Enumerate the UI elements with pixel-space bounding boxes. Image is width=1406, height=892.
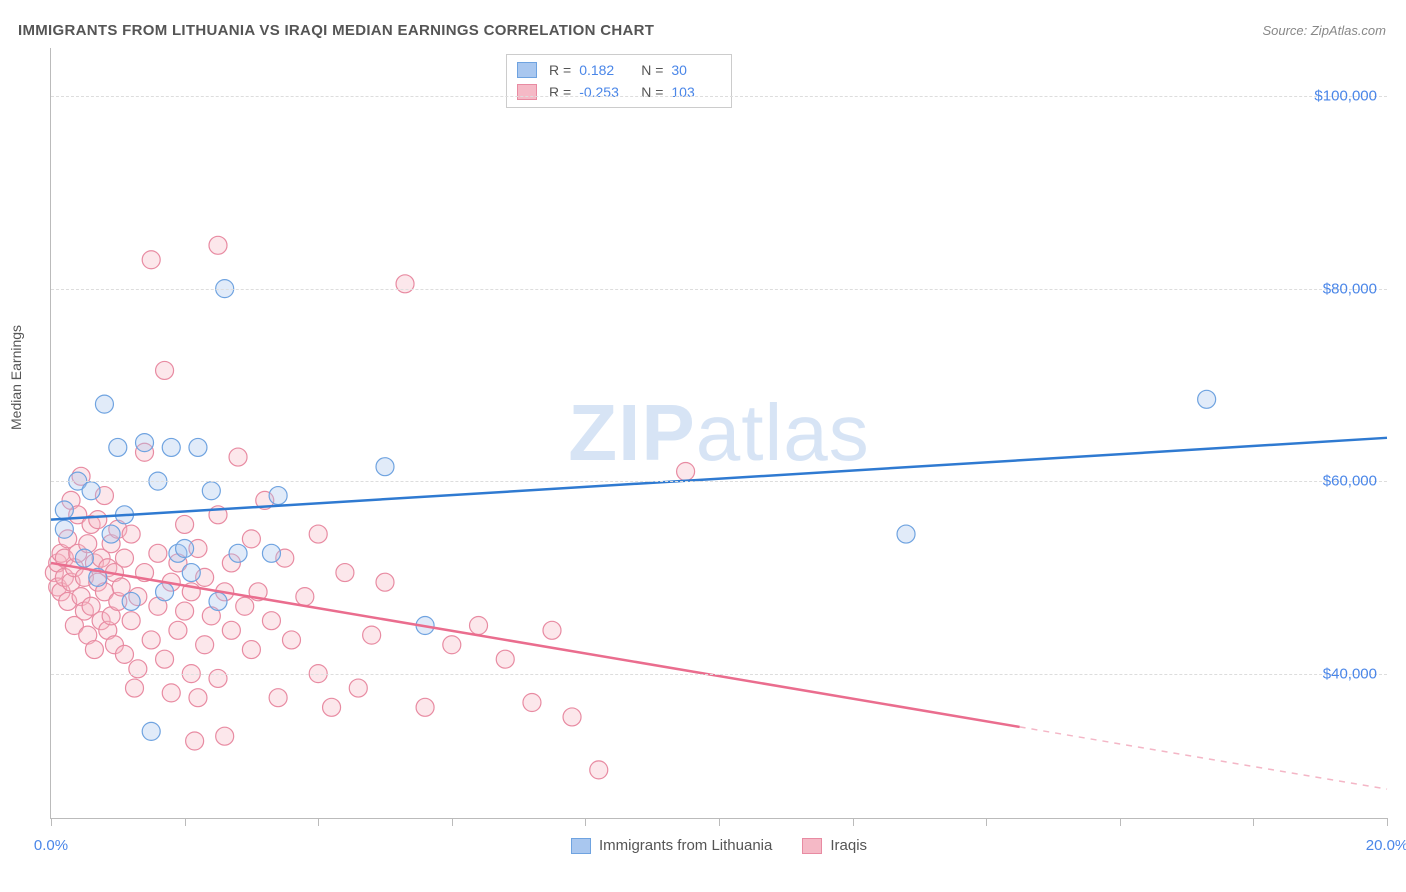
swatch-b-icon bbox=[517, 84, 537, 100]
chart-svg bbox=[51, 48, 1387, 818]
legend-label-b: Iraqis bbox=[830, 837, 867, 854]
swatch-a-icon bbox=[517, 62, 537, 78]
legend-stats-row-a: R = 0.182 N = 30 bbox=[517, 59, 721, 81]
y-tick-label: $80,000 bbox=[1323, 280, 1377, 297]
chart-header: IMMIGRANTS FROM LITHUANIA VS IRAQI MEDIA… bbox=[0, 0, 1406, 50]
x-tick-label-end: 20.0% bbox=[1366, 837, 1406, 854]
y-tick-label: $40,000 bbox=[1323, 665, 1377, 682]
x-tick-label-start: 0.0% bbox=[34, 837, 68, 854]
chart-plot-area: ZIPatlas R = 0.182 N = 30 R = -0.253 N =… bbox=[50, 48, 1387, 819]
legend-stats-row-b: R = -0.253 N = 103 bbox=[517, 81, 721, 103]
legend-item-b: Iraqis bbox=[802, 837, 867, 854]
legend-item-a: Immigrants from Lithuania bbox=[571, 837, 772, 854]
y-tick-label: $100,000 bbox=[1314, 88, 1377, 105]
y-tick-label: $60,000 bbox=[1323, 473, 1377, 490]
swatch-a2-icon bbox=[571, 838, 591, 854]
chart-source: Source: ZipAtlas.com bbox=[1262, 23, 1386, 38]
legend-label-a: Immigrants from Lithuania bbox=[599, 837, 772, 854]
legend-series: Immigrants from Lithuania Iraqis bbox=[51, 837, 1387, 854]
swatch-b2-icon bbox=[802, 838, 822, 854]
y-axis-label: Median Earnings bbox=[8, 325, 24, 430]
chart-title: IMMIGRANTS FROM LITHUANIA VS IRAQI MEDIA… bbox=[18, 22, 654, 39]
legend-stats: R = 0.182 N = 30 R = -0.253 N = 103 bbox=[506, 54, 732, 108]
